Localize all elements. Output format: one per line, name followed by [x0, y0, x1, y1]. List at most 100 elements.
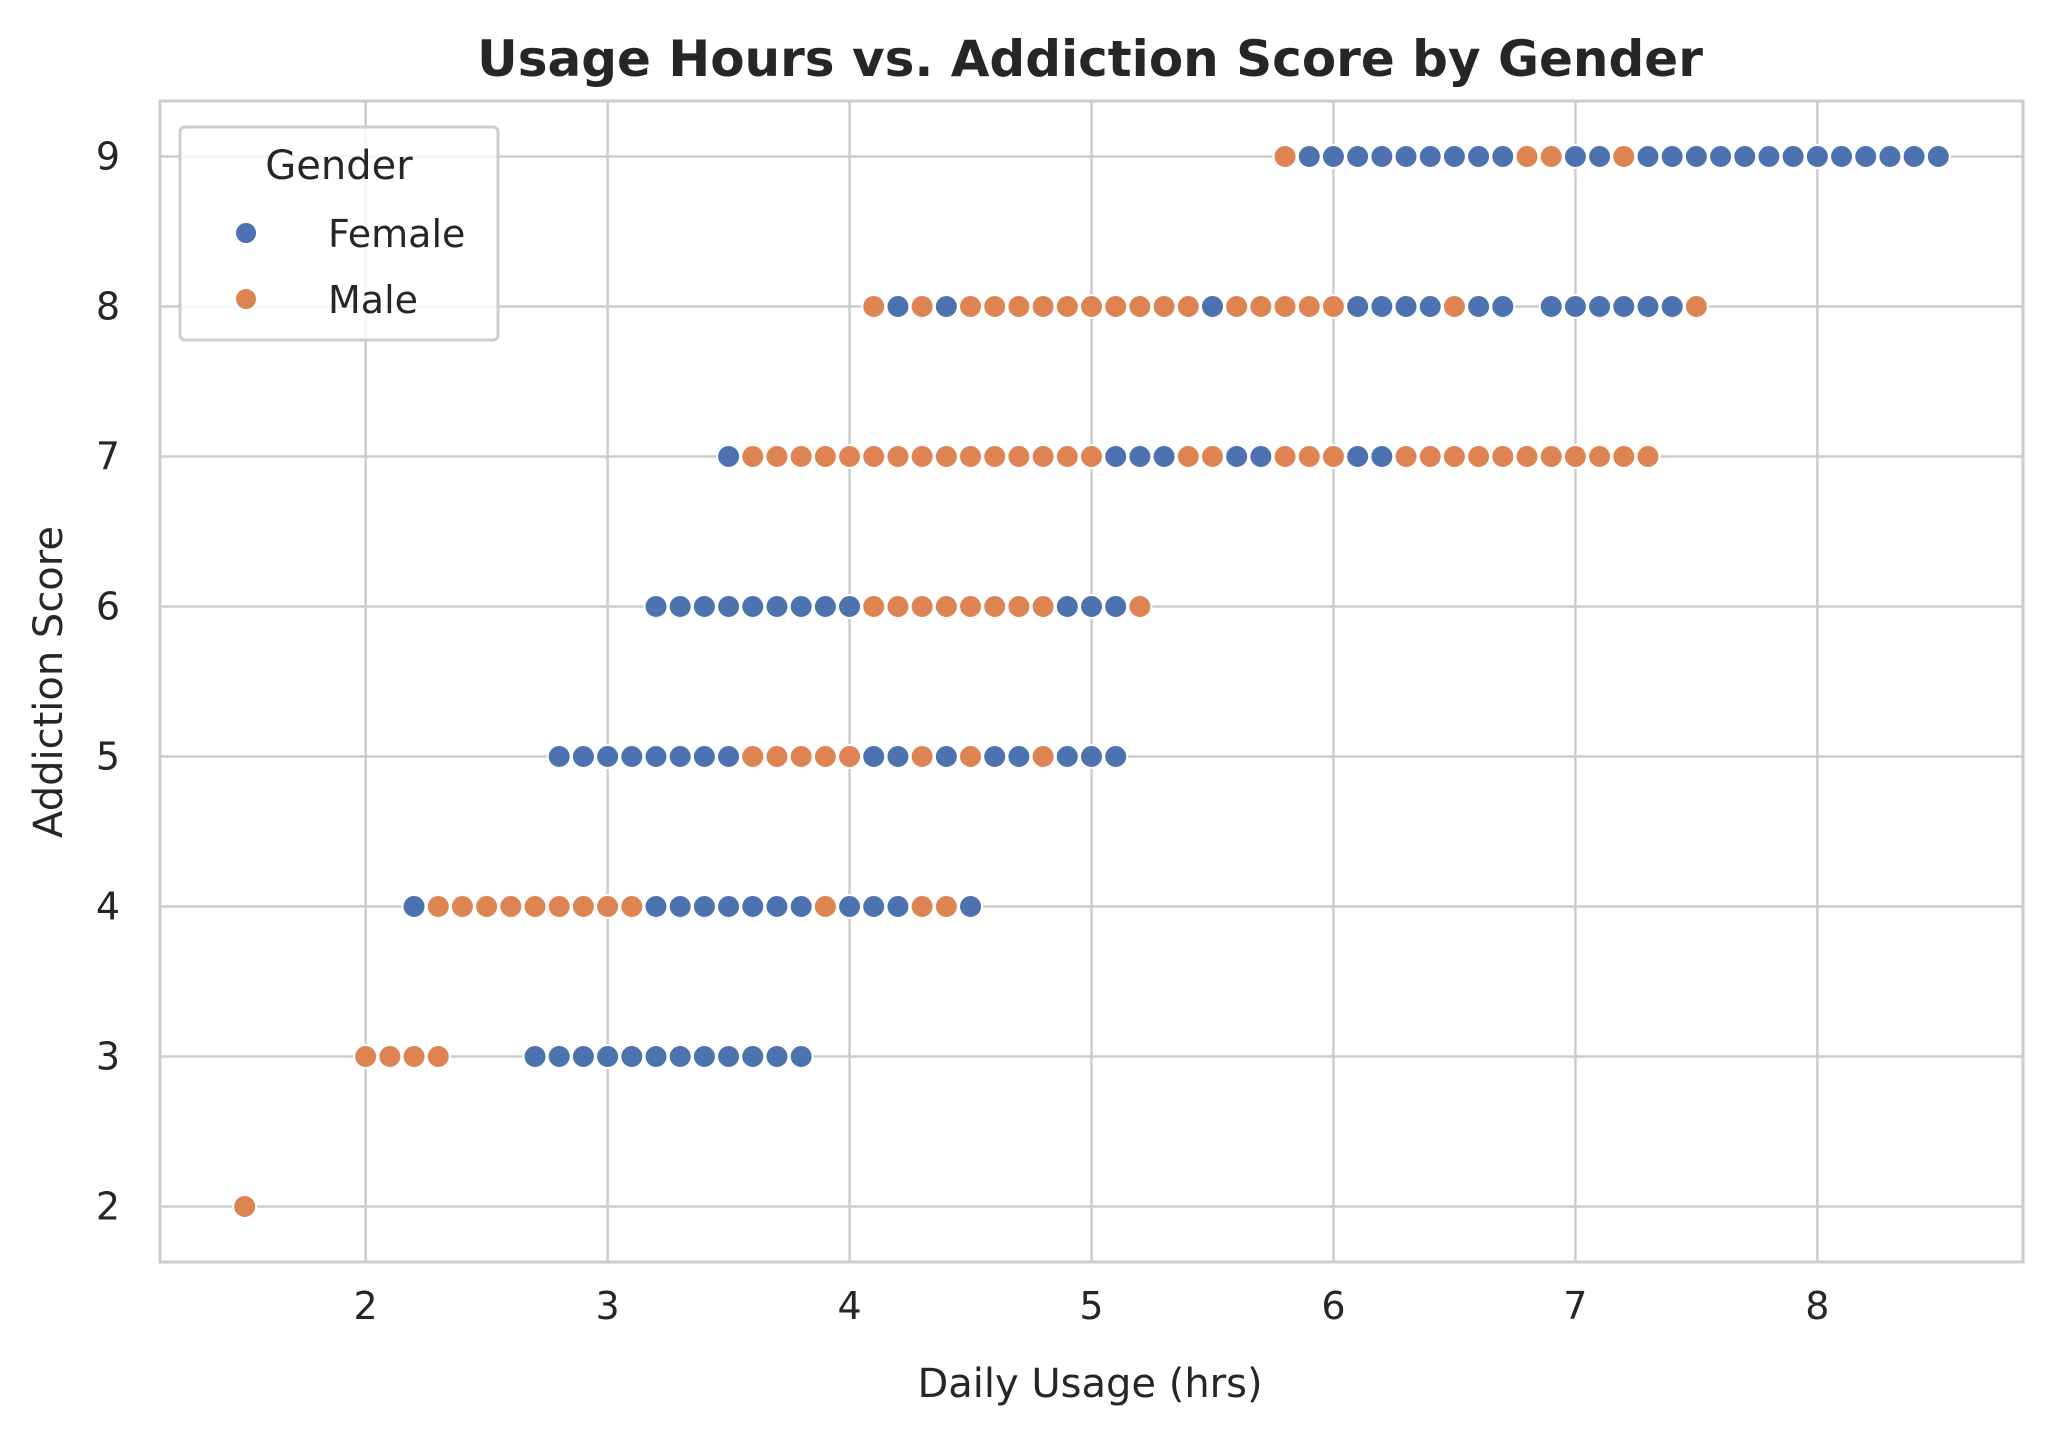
legend-marker-male — [234, 287, 258, 311]
point-male — [546, 894, 572, 919]
point-male — [1030, 294, 1056, 319]
point-male — [861, 594, 887, 619]
point-female — [1659, 294, 1685, 319]
point-male — [861, 294, 887, 319]
point-male — [740, 744, 766, 769]
point-male — [1248, 294, 1274, 319]
point-male — [1538, 444, 1564, 469]
point-male — [812, 894, 838, 919]
point-male — [812, 744, 838, 769]
point-female — [1079, 744, 1104, 769]
point-male — [788, 744, 814, 769]
x-tick-label: 3 — [596, 1284, 620, 1328]
series-female — [401, 144, 1951, 1069]
point-female — [788, 594, 814, 619]
point-male — [1006, 594, 1032, 619]
point-male — [1441, 294, 1467, 319]
point-male — [1320, 444, 1346, 469]
point-female — [546, 744, 572, 769]
legend-marker-female — [234, 221, 258, 245]
point-female — [1635, 294, 1661, 319]
point-female — [716, 1044, 742, 1069]
plot-area-frame — [158, 99, 2025, 1264]
point-female — [837, 594, 863, 619]
point-male — [1320, 294, 1346, 319]
point-male — [1466, 444, 1492, 469]
point-female — [812, 594, 838, 619]
point-male — [1272, 144, 1298, 169]
point-male — [1030, 744, 1056, 769]
point-female — [1562, 144, 1588, 169]
point-male — [1103, 294, 1129, 319]
point-female — [933, 294, 959, 319]
point-female — [885, 294, 911, 319]
point-male — [909, 894, 935, 919]
point-female — [1708, 144, 1734, 169]
point-male — [1611, 444, 1637, 469]
point-male — [933, 894, 959, 919]
point-female — [619, 744, 645, 769]
x-tick-label: 8 — [1805, 1284, 1829, 1328]
point-male — [788, 444, 814, 469]
point-male — [498, 894, 524, 919]
x-tick-label: 4 — [837, 1284, 861, 1328]
point-female — [1466, 294, 1492, 319]
point-female — [1466, 144, 1492, 169]
point-male — [1224, 294, 1250, 319]
y-tick-label: 3 — [96, 1035, 120, 1079]
point-female — [691, 894, 717, 919]
legend-label-male: Male — [328, 278, 418, 322]
point-male — [1635, 444, 1661, 469]
point-female — [643, 894, 669, 919]
point-female — [691, 594, 717, 619]
point-female — [1756, 144, 1782, 169]
point-female — [667, 594, 693, 619]
point-female — [716, 594, 742, 619]
point-male — [1296, 444, 1322, 469]
point-male — [1296, 294, 1322, 319]
point-male — [885, 594, 911, 619]
point-male — [1127, 294, 1153, 319]
point-female — [1829, 144, 1855, 169]
point-female — [958, 894, 984, 919]
point-male — [909, 444, 935, 469]
y-axis-label: Addiction Score — [26, 526, 72, 838]
point-male — [1006, 444, 1032, 469]
point-female — [1320, 144, 1346, 169]
y-tick-label: 2 — [96, 1185, 120, 1229]
point-male — [982, 594, 1008, 619]
point-female — [982, 744, 1008, 769]
y-tick-label: 7 — [96, 435, 120, 479]
point-female — [788, 1044, 814, 1069]
point-female — [861, 894, 887, 919]
chart-title: Usage Hours vs. Addiction Score by Gende… — [477, 30, 1703, 88]
point-female — [1199, 294, 1225, 319]
point-male — [740, 444, 766, 469]
y-tick-label: 8 — [96, 285, 120, 329]
y-tick-label: 4 — [96, 885, 120, 929]
point-female — [1224, 444, 1250, 469]
point-female — [1659, 144, 1685, 169]
y-tick-label: 5 — [96, 735, 120, 779]
point-female — [1804, 144, 1830, 169]
point-female — [1345, 444, 1371, 469]
point-male — [1175, 444, 1201, 469]
point-female — [546, 1044, 572, 1069]
point-female — [1151, 444, 1177, 469]
point-female — [1248, 444, 1274, 469]
point-female — [933, 744, 959, 769]
point-female — [691, 744, 717, 769]
x-axis-label: Daily Usage (hrs) — [917, 1361, 1262, 1407]
point-female — [1054, 594, 1080, 619]
point-male — [958, 594, 984, 619]
point-female — [667, 1044, 693, 1069]
point-male — [764, 744, 790, 769]
point-male — [449, 894, 475, 919]
point-female — [570, 744, 596, 769]
point-female — [1441, 144, 1467, 169]
point-female — [764, 594, 790, 619]
point-male — [1127, 594, 1153, 619]
point-female — [1490, 144, 1516, 169]
point-female — [1296, 144, 1322, 169]
